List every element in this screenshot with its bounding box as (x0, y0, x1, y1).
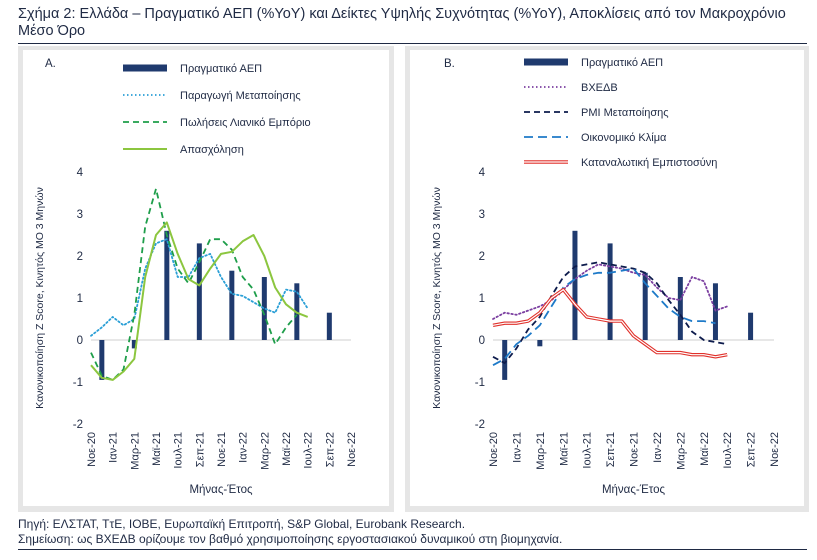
x-tick-label: Νοε-22 (769, 432, 781, 467)
x-tick-label: Μαϊ-22 (281, 432, 293, 466)
y-tick-label: -1 (475, 377, 485, 389)
x-axis-label: Μήνας-Έτος (189, 484, 253, 496)
x-tick-label: Σεπ-21 (194, 432, 206, 467)
legend-label: Καταναλωτική Εμπιστοσύνη (581, 157, 717, 169)
legend-label: ΒΧΕΔΒ (581, 82, 618, 94)
legend-label: Πραγματικό ΑΕΠ (581, 57, 663, 69)
y-axis-label: Κανονικοποίηση Z Score, Κινητός ΜΟ 3 Μην… (431, 187, 443, 409)
y-tick-label: 0 (479, 335, 485, 347)
definition-note: Σημείωση: ως ΒΧΕΔΒ ορίζουμε τον βαθμό χρ… (18, 532, 563, 546)
y-tick-label: 3 (479, 209, 485, 221)
x-tick-label: Μαϊ-22 (699, 432, 711, 466)
legend-swatch (123, 64, 167, 72)
x-tick-label: Σεπ-22 (324, 432, 336, 467)
chart-b: B. -2 -1 0 1 2 3 4 Κανονικοποίηση Z Score, Κινητ… (431, 57, 781, 496)
x-axis-label: Μήνας-Έτος (602, 484, 666, 496)
title-rule (18, 43, 807, 44)
series-line-core (492, 289, 728, 358)
y-tick-label: -1 (73, 377, 83, 389)
legend-label: Απασχόληση (180, 144, 244, 156)
gdp-bar (131, 340, 137, 349)
y-tick-label: 3 (77, 209, 83, 221)
y-tick-label: 2 (77, 251, 83, 263)
y-axis-label: Κανονικοποίηση Z Score, Κινητός ΜΟ 3 Μην… (34, 187, 46, 409)
gdp-bar (642, 272, 648, 340)
panel-label: B. (444, 58, 455, 70)
y-tick-label: 4 (479, 167, 486, 179)
x-tick-label: Νοε-22 (346, 432, 358, 467)
legend-label: Πωλήσεις Λιανικό Εμπόριο (180, 117, 311, 129)
x-tick-label: Μαϊ-21 (558, 432, 570, 466)
x-tick-label: Σεπ-22 (746, 432, 758, 467)
y-tick-label: 4 (77, 167, 84, 179)
x-tick-label: Μαρ-21 (535, 432, 547, 470)
series-line (492, 263, 729, 320)
x-tick-label: Ιαν-21 (511, 432, 523, 463)
panel-a-frame (18, 46, 394, 512)
y-tick-label: 1 (479, 293, 485, 305)
y-tick-label: -2 (73, 419, 83, 431)
x-tick-label: Νοε-21 (629, 432, 641, 467)
x-tick-label: Μαρ-21 (129, 432, 141, 470)
source-note: Πηγή: ΕΛΣΤΑΤ, ΤτΕ, ΙΟΒΕ, Ευρωπαϊκή Επιτρ… (18, 517, 466, 531)
x-tick-label: Σεπ-21 (605, 432, 617, 467)
series-line (492, 267, 716, 366)
x-tick-label: Ιαν-22 (652, 432, 664, 463)
gdp-bar (537, 340, 543, 347)
y-tick-label: -2 (475, 419, 485, 431)
x-tick-label: Ιουλ-21 (173, 432, 185, 469)
gdp-bar (229, 270, 235, 340)
series-line (90, 238, 309, 337)
panel-label: A. (45, 58, 56, 70)
y-tick-label: 0 (77, 335, 83, 347)
gdp-bar (326, 312, 332, 340)
x-tick-label: Μαρ-22 (259, 432, 271, 470)
x-tick-label: Νοε-20 (488, 432, 500, 467)
x-tick-label: Ιαν-21 (108, 432, 120, 463)
gdp-bar (261, 277, 267, 340)
legend-label: Οικονομικό Κλίμα (581, 132, 667, 144)
gdp-bar (164, 230, 170, 340)
x-tick-label: Νοε-20 (86, 432, 98, 467)
legend-swatch (524, 58, 568, 66)
series-line (90, 221, 309, 381)
gdp-bar (607, 243, 613, 340)
gdp-bar (196, 243, 202, 340)
x-tick-label: Ιουλ-22 (303, 432, 315, 469)
gdp-bar (99, 340, 105, 380)
legend-label: PMI Μεταποίησης (581, 107, 669, 119)
x-tick-label: Μαϊ-21 (151, 432, 163, 466)
footer-rule (18, 549, 807, 550)
x-tick-label: Ιαν-22 (238, 432, 250, 463)
x-tick-label: Ιουλ-22 (722, 432, 734, 469)
chart-a: A. -2 -1 0 1 2 3 4 Κανονικοποίηση Z Score, Κινητ… (34, 58, 358, 496)
y-tick-label: 2 (479, 251, 485, 263)
series-line (492, 261, 728, 365)
gdp-bar (677, 277, 683, 340)
x-tick-label: Νοε-21 (216, 432, 228, 467)
gdp-bar (712, 283, 718, 340)
legend-label: Παραγωγή Μεταποίησης (180, 90, 301, 102)
gdp-bar (748, 312, 754, 340)
figure-title: Σχήμα 2: Ελλάδα – Πραγματικό ΑΕΠ (%YoY) … (18, 6, 786, 39)
x-tick-label: Ιουλ-21 (582, 432, 594, 469)
legend-label: Πραγματικό ΑΕΠ (180, 63, 262, 75)
gdp-bar (572, 230, 578, 340)
x-tick-label: Μαρ-22 (675, 432, 687, 470)
panel-b-frame (405, 46, 809, 512)
y-tick-label: 1 (77, 293, 83, 305)
series-line (90, 187, 298, 381)
gdp-bar (502, 340, 508, 380)
